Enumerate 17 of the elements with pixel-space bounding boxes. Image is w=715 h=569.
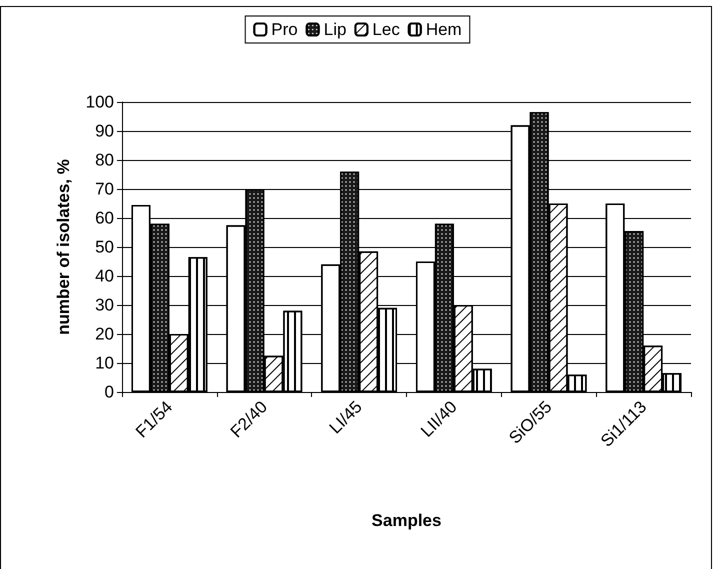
y-axis-title: number of isolates, % (54, 159, 73, 335)
y-tick-label: 20 (95, 324, 114, 344)
y-tick-label: 0 (104, 382, 114, 402)
y-tick-label: 80 (95, 150, 114, 170)
y-tick-label: 50 (95, 238, 114, 256)
y-tick-label: 30 (95, 296, 114, 314)
y-tick-label: 40 (95, 266, 114, 286)
legend-label: Pro (271, 20, 298, 39)
legend-label: Lec (372, 20, 400, 39)
y-tick-label: 100 (86, 92, 114, 112)
y-tick-label: 70 (95, 180, 114, 198)
legend-label: Hem (426, 20, 462, 39)
x-axis-title: Samples (372, 511, 442, 530)
legend-label: Lip (324, 20, 346, 39)
y-tick-label: 60 (95, 208, 114, 228)
y-tick-label: 10 (95, 354, 114, 372)
y-tick-label: 90 (95, 122, 114, 140)
